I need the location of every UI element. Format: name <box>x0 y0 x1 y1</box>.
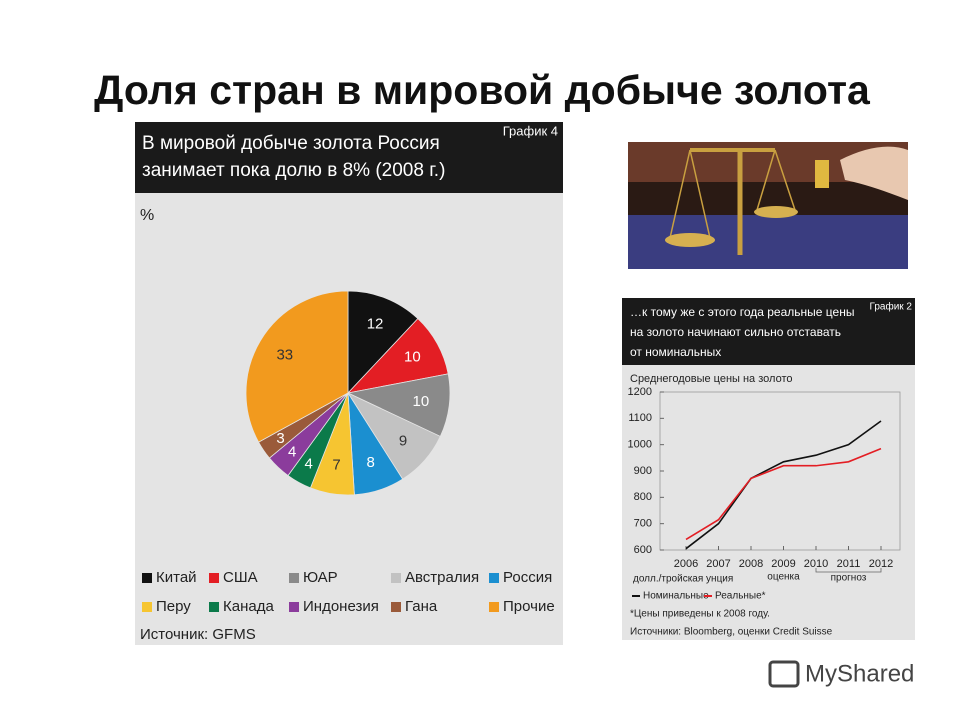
line-header <box>622 298 915 365</box>
data-label: 12 <box>367 316 384 333</box>
legend-swatch <box>142 602 152 612</box>
slide-title: Доля стран в мировой добыче золота <box>94 67 871 113</box>
x-tick-label: 2006 <box>674 558 698 570</box>
x-tick-label: 2011 <box>837 558 861 570</box>
y-tick-label: 1000 <box>628 439 652 451</box>
x-tick-label: 2010 <box>804 558 828 570</box>
legend-swatch <box>209 602 219 612</box>
line <box>685 447 882 541</box>
legend-swatch <box>391 573 401 583</box>
annotation-bracket <box>815 568 882 573</box>
chart-title: занимает пока долю в 8% (2008 г.) <box>142 160 445 181</box>
x-tick-label: 2007 <box>706 558 730 570</box>
legend-label: Китай <box>156 569 197 586</box>
legend-label: Индонезия <box>303 598 379 615</box>
data-label: 8 <box>367 454 375 471</box>
legend-swatch <box>289 602 299 612</box>
legend-swatch <box>142 573 152 583</box>
legend-label: Реальные* <box>715 591 766 602</box>
y-tick-label: 700 <box>634 518 652 530</box>
legend-swatch <box>489 602 499 612</box>
legend-swatch <box>489 573 499 583</box>
legend-label: Австралия <box>405 569 479 586</box>
legend-label: Канада <box>223 598 274 615</box>
data-label: 4 <box>305 455 313 472</box>
y-tick-label: 900 <box>634 465 652 477</box>
pie-slice <box>347 290 419 395</box>
x-tick-label: 2012 <box>869 558 893 570</box>
watermark: MyShared <box>805 660 914 687</box>
line <box>685 420 882 550</box>
data-label: 10 <box>413 393 430 410</box>
y-tick-label: 1100 <box>628 412 652 424</box>
legend-label: Россия <box>503 569 552 586</box>
legend-label: США <box>223 569 258 586</box>
chart-title: от номинальных <box>630 345 721 359</box>
data-label: 3 <box>276 430 284 447</box>
data-label: 7 <box>332 457 340 474</box>
pie-header <box>135 122 563 193</box>
legend-label: Перу <box>156 598 191 615</box>
data-label: 33 <box>276 347 293 364</box>
chart-label: График 2 <box>869 301 912 313</box>
legend-label: Номинальные <box>643 591 709 602</box>
data-label: 10 <box>404 349 421 366</box>
pie-slice <box>245 290 349 443</box>
x-tick-label: 2008 <box>739 558 763 570</box>
annotation: прогноз <box>831 573 867 584</box>
x-tick-label: 2009 <box>771 558 795 570</box>
data-label: 4 <box>288 443 296 460</box>
y-tick-label: 600 <box>634 544 652 556</box>
legend-swatch <box>289 573 299 583</box>
source: Источники: Bloomberg, оценки Credit Suis… <box>630 627 833 638</box>
unit-label: долл./тройская унция <box>633 574 733 585</box>
data-label: 9 <box>399 433 407 450</box>
y-tick-label: 800 <box>634 491 652 503</box>
legend-swatch <box>391 602 401 612</box>
legend-label: ЮАР <box>303 569 338 586</box>
photo <box>628 142 908 269</box>
source: Источник: GFMS <box>140 626 256 643</box>
annotation: оценка <box>767 572 800 583</box>
subtitle: Среднегодовые цены на золото <box>630 373 792 385</box>
chart-title: В мировой добыче золота Россия <box>142 133 440 154</box>
watermark-icon <box>768 660 800 688</box>
unit-label: % <box>140 207 154 224</box>
footnote: *Цены приведены к 2008 году. <box>630 609 770 620</box>
chart-title: на золото начинают сильно отставать <box>630 325 841 339</box>
chart-title: …к тому же с этого года реальные цены <box>630 305 854 319</box>
legend-swatch <box>209 573 219 583</box>
legend-label: Прочие <box>503 598 555 615</box>
chart-label: График 4 <box>503 123 558 138</box>
legend-label: Гана <box>405 598 438 615</box>
y-tick-label: 1200 <box>628 386 652 398</box>
